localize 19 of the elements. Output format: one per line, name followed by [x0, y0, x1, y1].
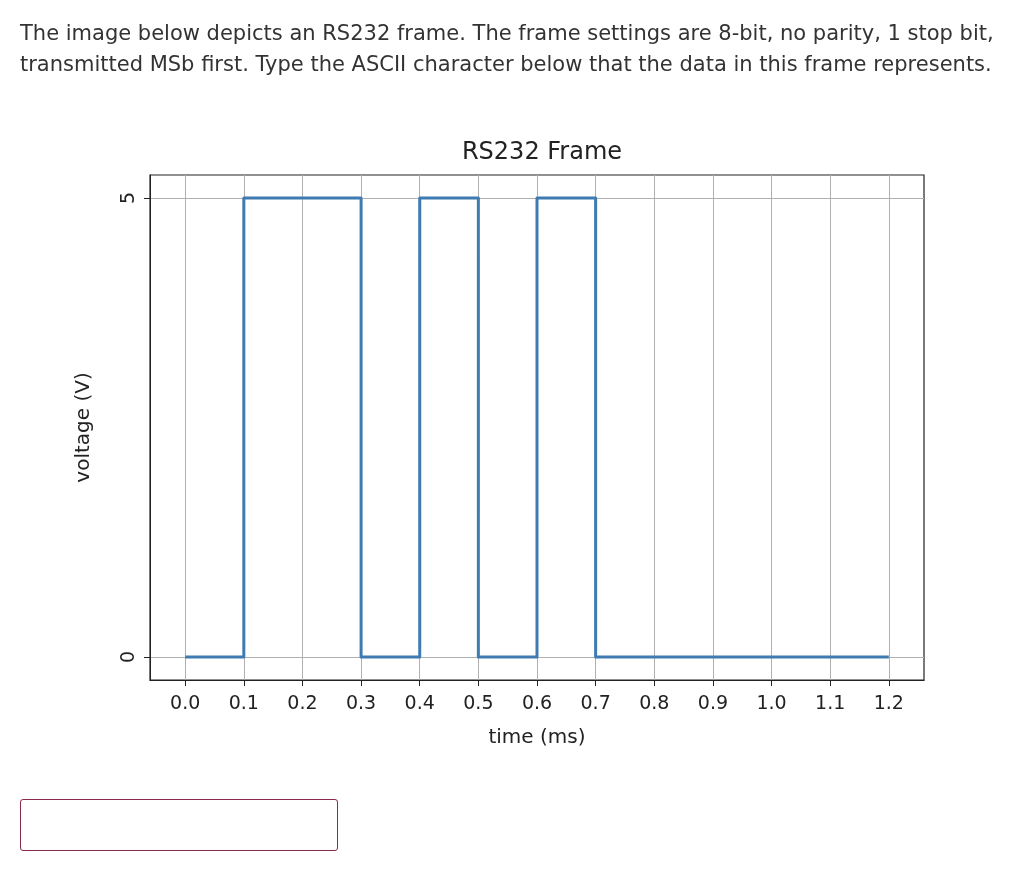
x-tick-label: 0.9 — [697, 690, 729, 713]
x-tick-label: 0.8 — [639, 690, 670, 713]
x-tick-label: 0.6 — [521, 690, 553, 713]
x-tick-label: 0.5 — [463, 690, 494, 713]
x-tick-label: 1.2 — [873, 690, 904, 713]
x-tick-label: 0.7 — [580, 690, 611, 713]
x-tick-label: 0.2 — [287, 690, 318, 713]
x-tick-label: 0.0 — [170, 690, 201, 713]
y-axis-title: voltage (V) — [70, 372, 94, 483]
x-tick-label: 0.1 — [228, 690, 259, 713]
y-tick-label: 0 — [115, 651, 138, 664]
text: The image below depicts an RS232 frame. The frame settings are 8-bit, no parity, 1 stop bit, transmitted MSb first. Type the ASCII character below that the data in this frame represents. — [20, 20, 995, 78]
y-tick-label: 5 — [115, 191, 138, 204]
x-tick-label: 0.4 — [404, 690, 435, 713]
x-tick-label: 1.0 — [756, 690, 787, 713]
chart-title: RS232 Frame — [461, 137, 623, 165]
x-tick-label: 1.1 — [815, 690, 846, 713]
x-tick-label: 0.3 — [345, 690, 377, 713]
x-axis-title: time (ms) — [488, 724, 586, 748]
